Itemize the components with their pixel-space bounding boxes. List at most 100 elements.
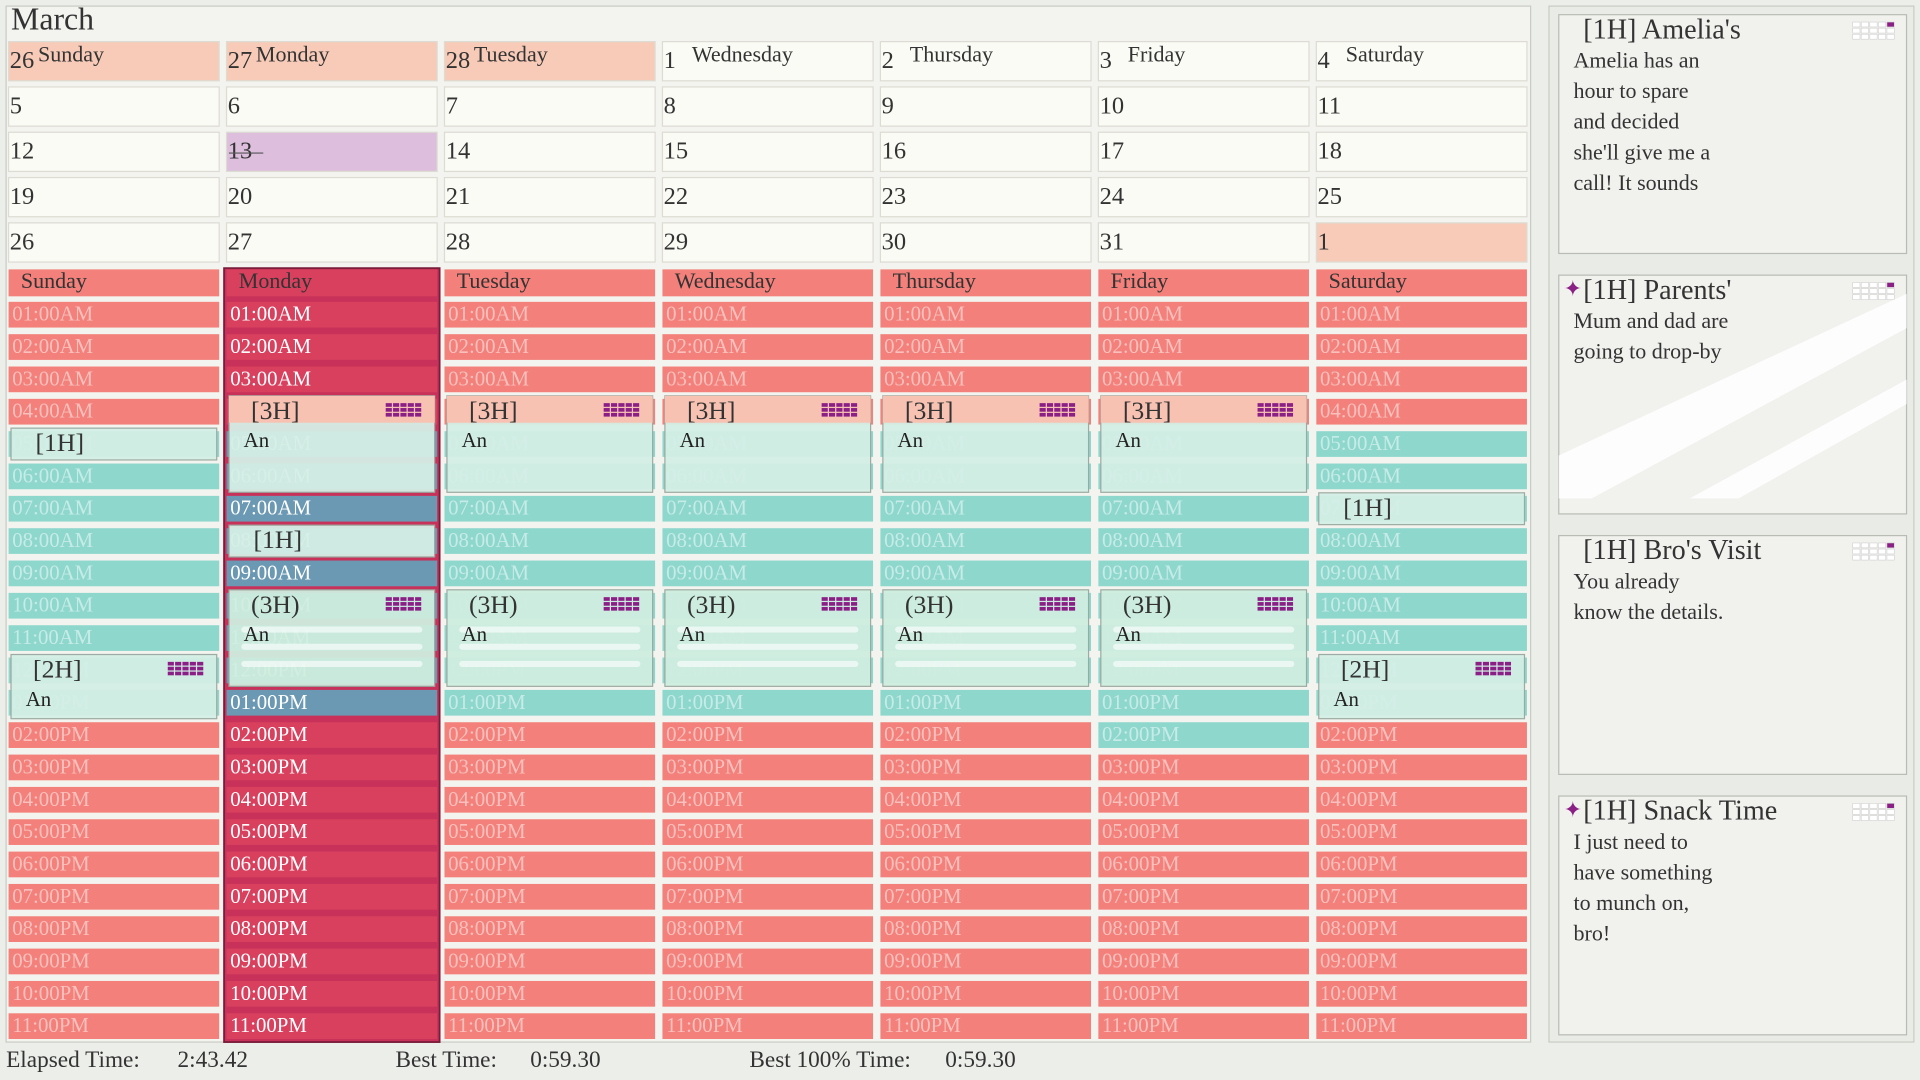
event-icon: [1279, 602, 1286, 606]
hour-label: 01:00AM: [1102, 302, 1183, 326]
event-icon: [618, 408, 625, 412]
hour-label: 07:00AM: [884, 496, 965, 520]
card-icon: [1878, 803, 1887, 809]
hour-label: 09:00PM: [1102, 948, 1179, 972]
day-header: [1098, 269, 1309, 297]
event-icon: [175, 661, 182, 666]
hour-label: 03:00AM: [12, 366, 93, 390]
card-icon: [1852, 815, 1861, 821]
hour-slot: [8, 301, 220, 328]
event-icon: [415, 403, 422, 407]
card: [1558, 14, 1908, 255]
card-icon: [1869, 548, 1878, 555]
event-pattern: [895, 643, 1077, 650]
hour-slot: [1316, 851, 1527, 878]
event-block: [446, 589, 654, 687]
hour-label: 02:00PM: [1102, 722, 1179, 746]
hour-label: 02:00AM: [666, 334, 747, 358]
hour-label: 04:00PM: [1320, 787, 1397, 811]
card-body-line: Mum and dad are: [1573, 308, 1728, 333]
calendar-day-number: 13: [228, 138, 252, 165]
hour-slot: [1098, 754, 1309, 781]
event-icon: [1286, 602, 1294, 606]
hour-label: 05:00PM: [1320, 819, 1397, 843]
card-glare: [1558, 293, 1907, 499]
hour-slot: [444, 334, 656, 360]
card-icon: [1886, 809, 1895, 815]
hour-slot: [1316, 560, 1527, 587]
event-icon: [1490, 671, 1497, 676]
card-body-line: to munch on,: [1573, 890, 1689, 915]
event-icon: [1068, 606, 1076, 611]
hour-label: 02:00PM: [884, 722, 961, 746]
event-icon: [1482, 671, 1489, 676]
hour-slot: [662, 948, 874, 975]
event-icon: [828, 606, 836, 611]
hour-slot: [1098, 560, 1309, 587]
hour-slot: [8, 754, 220, 781]
event-icon: [385, 602, 392, 606]
card-body-line: she'll give me a: [1573, 139, 1710, 164]
event-icon: [1264, 408, 1272, 412]
card-icon: [1869, 815, 1878, 821]
hour-slot: [226, 301, 438, 328]
hour-slot: [880, 334, 1092, 360]
hour-slot: [8, 398, 220, 425]
hour-slot: [444, 528, 656, 554]
hour-label: 09:00PM: [666, 948, 743, 972]
event-icon: [189, 671, 196, 676]
calendar-cell: [443, 222, 656, 263]
calendar-day-number: 17: [1100, 138, 1124, 165]
event-label: [3H]: [687, 396, 736, 425]
event-icon: [189, 666, 196, 671]
card-icon: [1852, 803, 1861, 809]
hour-slot: [880, 980, 1092, 1007]
hour-label: 05:00PM: [448, 819, 525, 843]
hour-slot: [662, 301, 874, 328]
event-icon: [400, 412, 407, 417]
calendar-day-number: 10: [1100, 92, 1124, 119]
hour-slot: [8, 334, 220, 360]
event-icon: [836, 412, 843, 417]
event-icon: [603, 408, 610, 412]
event-icon: [1272, 602, 1279, 606]
hour-slot: [226, 1013, 438, 1040]
calendar-cell: [225, 222, 438, 263]
event-icon: [836, 602, 843, 606]
event-note: An: [1116, 428, 1142, 452]
event-icon: [1279, 606, 1286, 611]
calendar-cell: [7, 86, 220, 127]
hour-slot: [1098, 980, 1309, 1007]
hour-slot: [226, 851, 438, 878]
hour-slot: [1098, 528, 1309, 554]
hour-slot: [1098, 722, 1309, 748]
hour-label: 03:00PM: [12, 754, 89, 778]
hour-label: 05:00PM: [666, 819, 743, 843]
event-icon: [1054, 403, 1061, 407]
event-icon: [843, 602, 850, 606]
calendar-day-name: Saturday: [1346, 41, 1424, 66]
hour-label: 07:00PM: [666, 884, 743, 908]
calendar-cell: [1097, 41, 1310, 82]
event-label: [3H]: [1123, 396, 1172, 425]
event-icon: [1272, 606, 1279, 611]
hour-label: 03:00AM: [448, 366, 529, 390]
calendar-day-number: 26: [10, 228, 34, 255]
calendar-day-number: 20: [228, 183, 252, 210]
event-icon: [415, 408, 422, 412]
hour-slot: [226, 754, 438, 781]
hour-label: 09:00PM: [12, 948, 89, 972]
card-body-line: know the details.: [1573, 599, 1723, 624]
card-icon: [1860, 803, 1869, 809]
card-icon: [1860, 33, 1869, 40]
card-icon: [1860, 554, 1869, 561]
event-icon: [1490, 661, 1497, 666]
hour-label: 01:00PM: [230, 690, 307, 714]
day-header-label: Wednesday: [675, 268, 776, 293]
card-icon: [1852, 27, 1861, 34]
event-icon: [1046, 602, 1054, 606]
hour-slot: [662, 980, 874, 1007]
hour-label: 10:00PM: [1102, 981, 1179, 1005]
event-note: An: [898, 428, 924, 452]
calendar-day-name: Thursday: [910, 41, 993, 66]
